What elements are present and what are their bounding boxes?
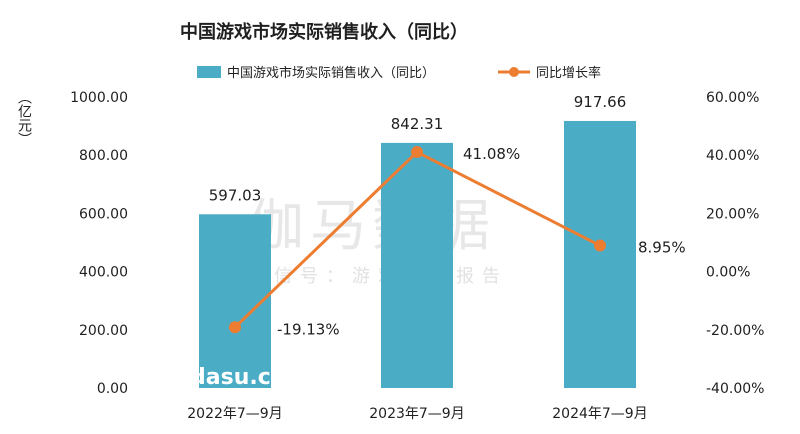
watermark: 伽马数据 微信号：游戏产业报告 [248, 194, 500, 287]
bar [381, 142, 453, 388]
category-labels: 2022年7—9月 2023年7—9月 2024年7—9月 [187, 406, 647, 422]
y-axis-unit: （亿元） [16, 90, 32, 146]
line-point [229, 321, 241, 334]
right-axis-ticks: 60.00% 40.00% 20.00% 0.00% -20.00% -40.00% [706, 90, 764, 397]
bar-series: 597.03 842.31 917.66 [199, 93, 636, 388]
right-tick-label: -20.00% [706, 323, 764, 339]
right-tick-label: -40.00% [706, 381, 764, 397]
left-tick-label: 0.00 [97, 381, 128, 397]
line-value-label: 8.95% [638, 239, 686, 257]
bar-value-label: 917.66 [574, 93, 627, 111]
left-tick-label: 800.00 [79, 148, 128, 164]
right-tick-label: 0.00% [706, 265, 750, 281]
bar [564, 120, 636, 388]
left-tick-label: 600.00 [79, 206, 128, 222]
left-tick-label: 400.00 [79, 265, 128, 281]
line-series: -19.13% 41.08% 8.95% [229, 145, 686, 338]
left-tick-label: 200.00 [79, 323, 128, 339]
bar-value-label: 597.03 [209, 186, 262, 204]
bar [199, 214, 271, 388]
left-tick-label: 1000.00 [70, 90, 128, 106]
line-value-label: -19.13% [277, 320, 340, 338]
legend-label-line: 同比增长率 [536, 65, 601, 81]
chart-title: 中国游戏市场实际销售收入（同比） [180, 21, 468, 43]
watermark-main: 伽马数据 [248, 194, 496, 259]
right-tick-label: 60.00% [706, 90, 759, 106]
right-tick-label: 40.00% [706, 148, 759, 164]
line-value-label: 41.08% [463, 145, 520, 163]
category-label: 2023年7—9月 [369, 406, 464, 422]
legend-label-bar: 中国游戏市场实际销售收入（同比） [227, 65, 435, 81]
right-tick-label: 20.00% [706, 206, 759, 222]
category-label: 2024年7—9月 [552, 406, 647, 422]
watermark-site: dasu.cn [190, 365, 286, 390]
category-label: 2022年7—9月 [187, 406, 282, 422]
line-point [411, 146, 423, 159]
bar-value-label: 842.31 [391, 115, 444, 133]
legend-swatch-marker [509, 67, 519, 77]
line-point [594, 239, 606, 252]
legend-swatch-bar [197, 66, 221, 78]
left-axis-ticks: 1000.00 800.00 600.00 400.00 200.00 0.00 [70, 90, 128, 397]
